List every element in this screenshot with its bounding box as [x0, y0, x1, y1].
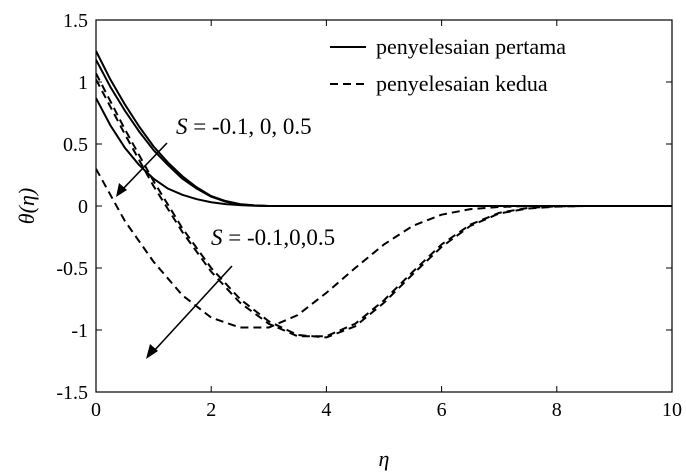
- series-line-dashed-5: [96, 168, 672, 329]
- y-tick-label: -0.5: [56, 258, 88, 280]
- y-tick-label: 0: [78, 196, 88, 218]
- x-tick-label: 8: [552, 399, 562, 421]
- x-tick-label: 0: [91, 399, 101, 421]
- legend-label-solid: penyelesaian pertama: [376, 34, 566, 59]
- y-tick-label: 0.5: [63, 134, 88, 156]
- annotation-solid-text: = -0.1, 0, 0.5: [188, 114, 312, 139]
- x-tick-label: 4: [321, 399, 331, 421]
- annotation-solid-var: S: [176, 114, 188, 139]
- series-layer: [96, 50, 672, 339]
- ticks-layer: 0 2 4 6 8 10 1.5 1 0.5 0 -0.5 -1 -1.5: [56, 10, 682, 421]
- svg-text:S = -0.1, 0, 0.5: S = -0.1, 0, 0.5: [176, 114, 312, 139]
- x-tick-label: 10: [662, 399, 682, 421]
- y-tick-label: 1: [78, 72, 88, 94]
- svg-text:S = -0.1,0,0.5: S = -0.1,0,0.5: [211, 225, 335, 250]
- annotation-dashed: S = -0.1,0,0.5: [146, 225, 335, 359]
- annotation-solid: S = -0.1, 0, 0.5: [116, 114, 312, 197]
- x-tick-label: 2: [206, 399, 216, 421]
- annotation-dashed-var: S: [211, 225, 223, 250]
- x-axis-label: η: [379, 446, 390, 471]
- annotation-dashed-arrow-shaft: [152, 265, 233, 353]
- y-axis-label: θ(η): [14, 188, 39, 224]
- y-tick-label: 1.5: [63, 10, 88, 32]
- annotation-dashed-arrow-head: [146, 344, 158, 359]
- annotation-dashed-text: = -0.1,0,0.5: [223, 225, 336, 250]
- series-line-solid-2: [96, 97, 672, 207]
- series-line-dashed-3: [96, 72, 672, 339]
- x-tick-label: 6: [437, 399, 447, 421]
- annotation-solid-arrow-head: [116, 183, 127, 197]
- legend: penyelesaian pertama penyelesaian kedua: [330, 34, 566, 96]
- y-tick-label: -1: [71, 320, 88, 342]
- y-tick-label: -1.5: [56, 382, 88, 404]
- annotation-solid-arrow-shaft: [120, 142, 168, 192]
- legend-label-dashed: penyelesaian kedua: [376, 71, 548, 96]
